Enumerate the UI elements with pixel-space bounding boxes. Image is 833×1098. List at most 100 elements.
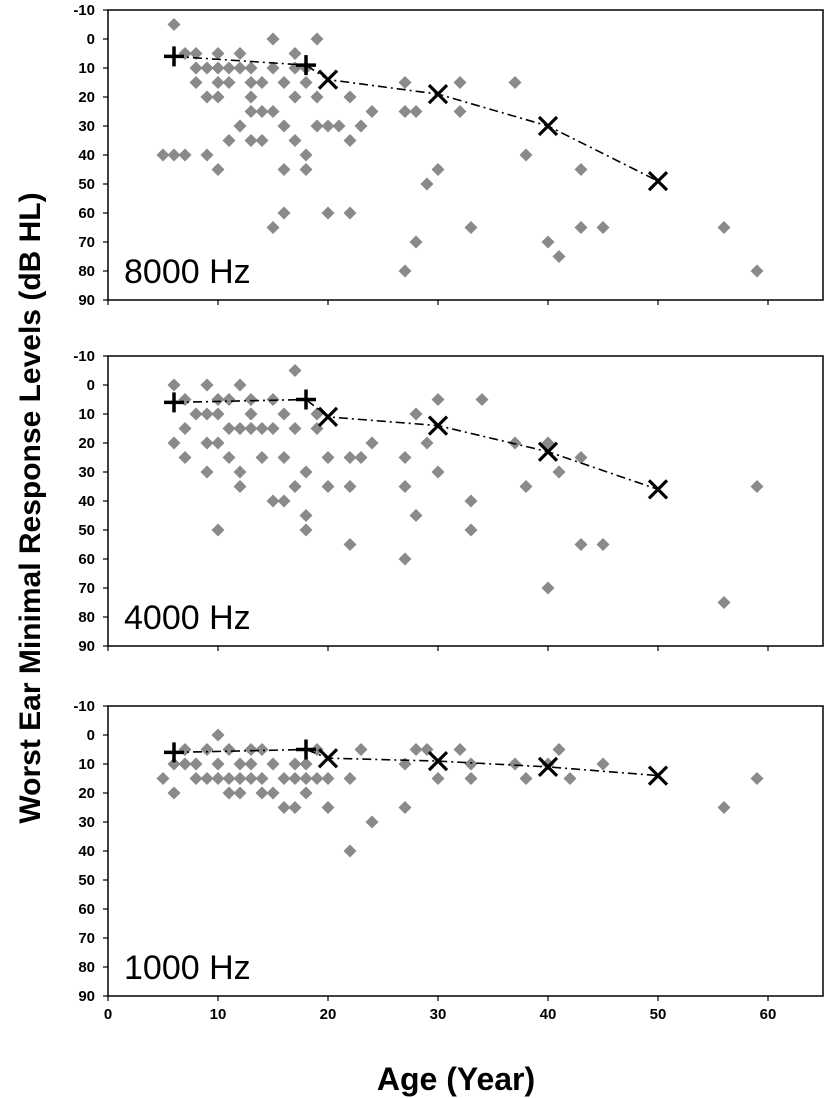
data-point	[574, 538, 588, 551]
panel-label: 1000 Hz	[124, 949, 251, 987]
data-point	[343, 480, 357, 493]
data-point	[431, 772, 445, 785]
data-point	[464, 757, 478, 771]
data-point	[222, 76, 236, 89]
panel-2: -10 0 10 20 30 40 50 60 70 80 90 4000 Hz	[73, 348, 824, 655]
data-point	[222, 451, 236, 464]
y-tick-label: 80	[78, 263, 95, 280]
data-point	[211, 436, 225, 450]
data-point	[277, 163, 291, 176]
data-point	[167, 18, 181, 31]
y-tick-label: 80	[78, 959, 95, 976]
data-point	[266, 105, 280, 118]
data-point	[233, 378, 247, 392]
data-point	[277, 206, 291, 220]
data-point	[717, 801, 731, 814]
data-point	[321, 451, 335, 464]
data-point	[574, 163, 588, 176]
y-tick-label: 50	[78, 176, 95, 193]
x-marker-b	[537, 441, 559, 462]
y-tick-label: 30	[78, 464, 95, 481]
data-point	[596, 538, 610, 551]
y-tick-label: 10	[78, 406, 95, 423]
data-point	[244, 772, 258, 785]
x-marker-b	[317, 406, 339, 428]
data-point	[244, 743, 258, 756]
data-point	[266, 786, 280, 800]
data-point	[211, 163, 225, 176]
data-point	[266, 757, 280, 771]
data-point	[596, 757, 610, 771]
data-point	[354, 451, 368, 464]
data-point	[299, 148, 313, 162]
data-point	[409, 105, 423, 118]
data-point	[343, 90, 357, 104]
y-tick-label: 40	[78, 493, 95, 510]
panels-group: -10 0 10 20 30 40 50 60 70 80 90 8000 Hz -10 0 10 20 30 4…	[73, 2, 824, 1005]
data-point	[277, 772, 291, 785]
data-point	[288, 134, 302, 147]
y-tick-label: 70	[78, 234, 95, 251]
data-point	[343, 538, 357, 551]
x-marker-b	[647, 170, 669, 192]
data-point	[277, 801, 291, 814]
x-tick-label: 50	[650, 1006, 667, 1023]
x-tick-label: 40	[540, 1006, 557, 1023]
y-tick-label: 60	[78, 901, 95, 918]
data-point	[420, 436, 434, 450]
data-point	[310, 90, 324, 104]
panel-1: -10 0 10 20 30 40 50 60 70 80 90 8000 Hz	[73, 2, 824, 309]
data-point	[222, 134, 236, 147]
data-point	[398, 76, 412, 89]
data-point	[398, 264, 412, 278]
data-point	[288, 772, 302, 785]
y-tick-label: 20	[78, 785, 95, 802]
data-point	[244, 105, 258, 118]
median-trend-line	[173, 55, 659, 182]
x-marker	[647, 479, 669, 500]
data-point	[750, 480, 764, 493]
data-point	[299, 163, 313, 176]
x-marker-b	[427, 415, 449, 436]
data-point	[178, 148, 192, 162]
data-point	[222, 786, 236, 800]
data-point	[365, 436, 379, 450]
y-tick-label: 0	[87, 377, 95, 394]
data-point	[233, 465, 247, 479]
data-point	[255, 772, 269, 785]
data-point	[167, 757, 181, 771]
y-tick-label: 40	[78, 843, 95, 860]
data-point	[200, 743, 214, 756]
data-point	[398, 801, 412, 814]
plot-frame	[107, 9, 824, 301]
data-point	[321, 480, 335, 493]
data-point	[508, 76, 522, 89]
data-point	[277, 76, 291, 89]
data-point	[288, 422, 302, 435]
y-tick-label: 80	[78, 609, 95, 626]
data-point	[299, 465, 313, 479]
y-tick-label: -10	[73, 2, 95, 19]
data-point	[321, 801, 335, 814]
data-point	[200, 90, 214, 104]
x-marker	[537, 441, 559, 462]
data-point	[200, 378, 214, 392]
plot-frame	[107, 705, 824, 997]
median-trend-line	[173, 748, 659, 777]
data-point	[519, 772, 533, 785]
data-point	[189, 61, 203, 75]
data-point	[233, 47, 247, 60]
data-point	[189, 47, 203, 60]
y-tick-label: 70	[78, 580, 95, 597]
data-point	[200, 436, 214, 450]
data-point	[288, 757, 302, 771]
data-point	[233, 757, 247, 771]
data-point	[398, 552, 412, 566]
data-point	[717, 596, 731, 609]
data-point	[255, 786, 269, 800]
data-point	[244, 90, 258, 104]
data-point	[211, 772, 225, 785]
data-point	[211, 523, 225, 537]
panel-label: 4000 Hz	[124, 599, 251, 637]
y-tick-label: 10	[78, 60, 95, 77]
